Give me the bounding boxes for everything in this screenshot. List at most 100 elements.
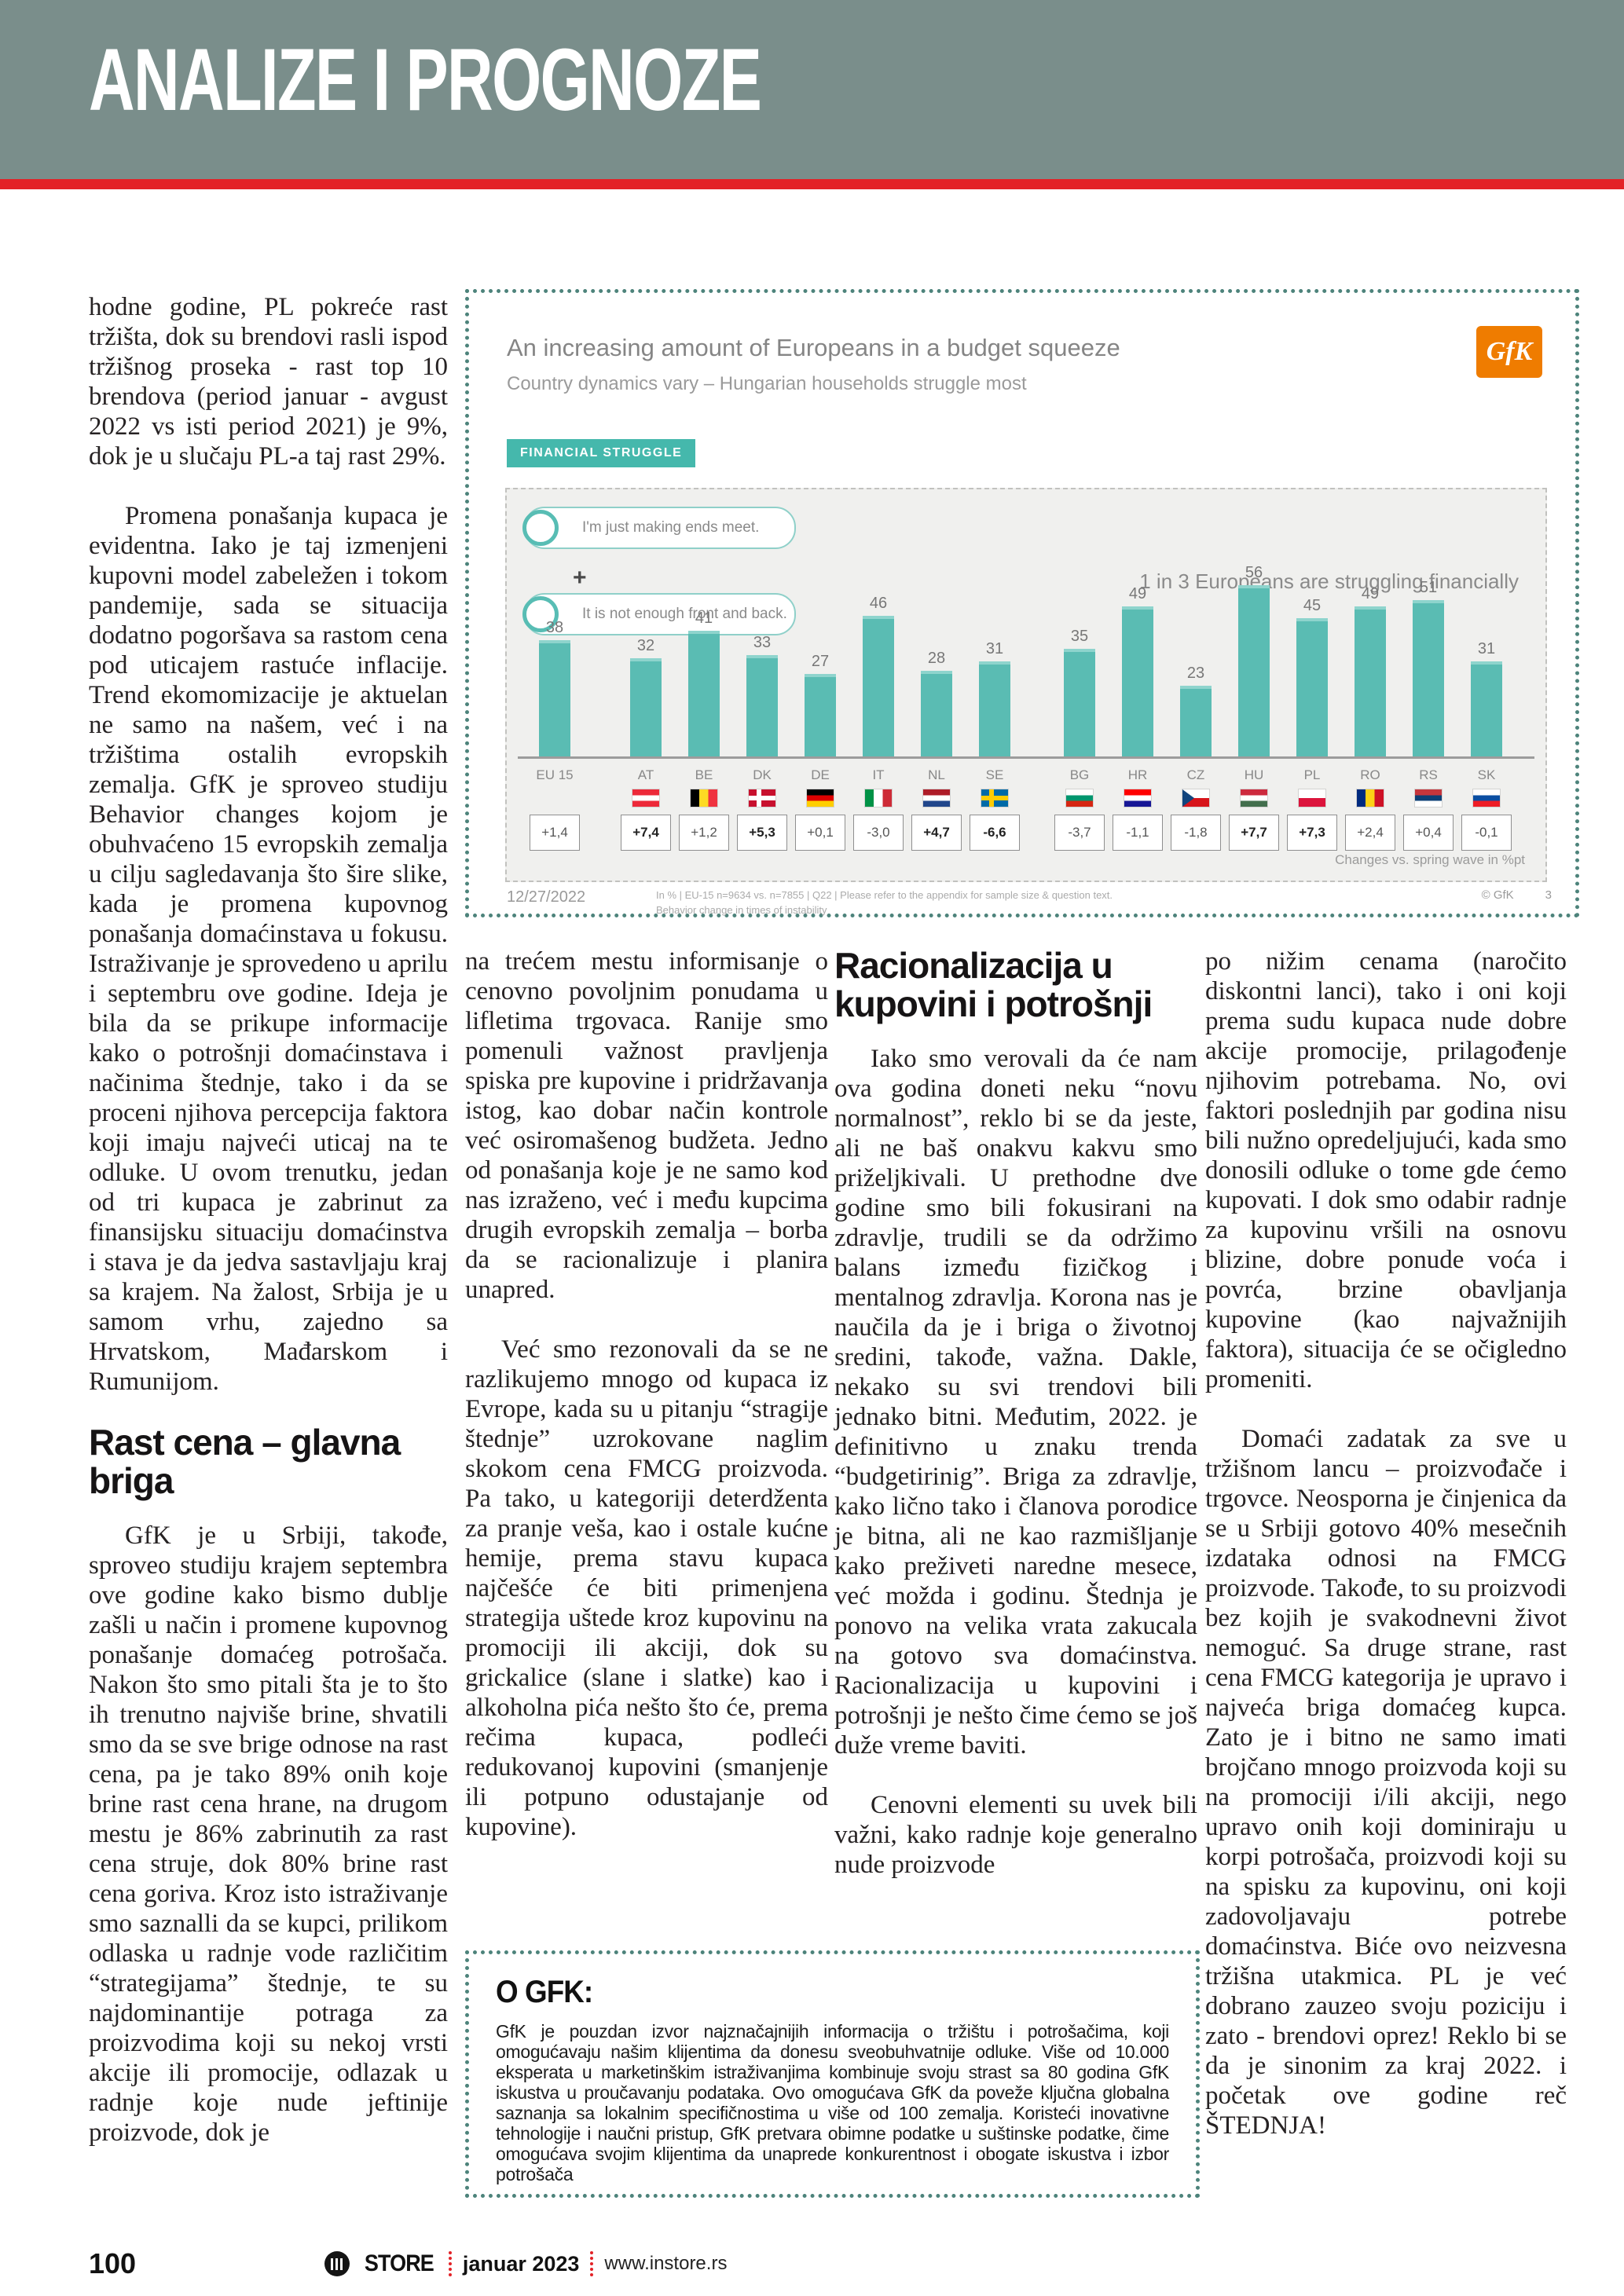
about-gfk-body: GfK je pouzdan izvor najznačajnijih info…	[496, 2021, 1169, 2184]
country-label: BE	[695, 767, 713, 782]
bar-slot-eu15: 38	[526, 619, 584, 756]
axis-slot-eu15: EU 15 +1,4	[526, 763, 584, 851]
change-value-box: -6,6	[970, 815, 1020, 851]
change-value-box: -3,7	[1054, 815, 1105, 851]
country-label: CZ	[1186, 767, 1205, 782]
footer-divider	[590, 2251, 594, 2276]
axis-slot-it: IT -3,0	[849, 763, 907, 851]
article-column-1: hodne godine, PL pokreće rast tržišta, d…	[89, 292, 448, 2148]
country-label: EU 15	[536, 767, 574, 782]
page-footer: 100 STORE januar 2023 www.instore.rs	[89, 2245, 1542, 2283]
bar-slot-dk: 33	[733, 634, 791, 756]
bar-ro	[1355, 606, 1386, 756]
red-accent-bar	[0, 179, 1624, 189]
change-value-box: +7,3	[1287, 815, 1337, 851]
chart-panel: I'm just making ends meet. + It is not e…	[505, 488, 1547, 882]
paragraph: Iako smo verovali da će nam ova godina d…	[834, 1044, 1197, 1760]
bar-dk	[746, 655, 778, 756]
bar-eu15	[539, 640, 570, 756]
flag-cz-icon	[1182, 789, 1209, 807]
change-value-box: +5,3	[737, 815, 787, 851]
paragraph: Domaći zadatak za sve u tržišnom lancu –…	[1205, 1425, 1567, 2140]
change-value-box: +7,4	[621, 815, 671, 851]
axis-slot-nl: NL +4,7	[907, 763, 966, 851]
bar-bg	[1064, 649, 1095, 756]
bar-be	[688, 631, 720, 756]
change-value-box: +0,4	[1403, 815, 1454, 851]
country-label: IT	[872, 767, 885, 782]
change-value-box: +1,2	[679, 815, 729, 851]
bar-value-label: 35	[1070, 628, 1089, 645]
paragraph: na trećem mestu informisanje o cenovno p…	[465, 947, 828, 1304]
axis-labels-row: EU 15 +1,4 AT +7,4 BE +1,2 DK +5,3 DE +0,1 IT -3,0 N…	[526, 763, 1516, 851]
legend-plus-icon: +	[573, 565, 587, 591]
bar-slot-hr: 49	[1109, 585, 1167, 756]
flag-dk-icon	[749, 789, 775, 807]
flag-it-icon	[865, 789, 892, 807]
axis-slot-sk: SK -0,1	[1457, 763, 1516, 851]
flag-at-icon	[632, 789, 659, 807]
country-label: AT	[637, 767, 654, 782]
bar-value-label: 31	[1477, 640, 1496, 657]
paragraph: Već smo rezonovali da se ne razlikujemo …	[465, 1335, 828, 1841]
country-label: HU	[1244, 767, 1264, 782]
chart-annotation: 1 in 3 Europeans are struggling financia…	[1139, 569, 1519, 593]
bar-slot-hu: 56	[1225, 564, 1283, 756]
bar-at	[630, 658, 662, 756]
bar-slot-sk: 31	[1457, 640, 1516, 756]
country-label: DK	[753, 767, 772, 782]
flag-se-icon	[981, 789, 1008, 807]
paragraph: po nižim cenama (naročito diskontni lanc…	[1205, 947, 1567, 1393]
country-label: NL	[928, 767, 945, 782]
issue-date: januar 2023	[462, 2251, 580, 2276]
flag-nl-icon	[923, 789, 950, 807]
change-value-box: +0,1	[795, 815, 845, 851]
bar-value-label: 51	[1419, 579, 1438, 596]
axis-slot-rs: RS +0,4	[1399, 763, 1457, 851]
bar-slot-at: 32	[617, 637, 675, 756]
change-value-box: -3,0	[853, 815, 904, 851]
website-text: www.instore.rs	[604, 2253, 728, 2274]
footer-brand-group: STORE januar 2023 www.instore.rs	[324, 2250, 727, 2277]
paragraph: Promena ponašanja kupaca je evidentna. I…	[89, 502, 448, 1396]
change-value-box: +7,7	[1229, 815, 1279, 851]
flag-bg-icon	[1066, 789, 1093, 807]
legend-circle-icon	[522, 596, 559, 632]
change-value-box: +4,7	[911, 815, 962, 851]
flag-de-icon	[807, 789, 834, 807]
bar-pl	[1296, 618, 1328, 756]
flag-hu-icon	[1241, 789, 1267, 807]
bar-value-label: 27	[811, 653, 830, 670]
country-label: BG	[1069, 767, 1090, 782]
article-column-4: po nižim cenama (naročito diskontni lanc…	[1205, 947, 1567, 2140]
chart-copyright: © GfK	[1481, 888, 1514, 902]
axis-slot-pl: PL +7,3	[1283, 763, 1341, 851]
change-value-box: -1,8	[1171, 815, 1221, 851]
paragraph: hodne godine, PL pokreće rast tržišta, d…	[89, 293, 448, 471]
chart-subtitle: Country dynamics vary – Hungarian househ…	[507, 373, 1027, 394]
axis-slot-hr: HR -1,1	[1109, 763, 1167, 851]
bar-slot-se: 31	[966, 640, 1024, 756]
flag-rs-icon	[1415, 789, 1442, 807]
chart-footnote-line2: Behavior change in times of instability	[656, 903, 827, 916]
country-label: SK	[1477, 767, 1496, 782]
legend-item-2: It is not enough front and back.	[522, 593, 796, 635]
bar-value-label: 46	[869, 595, 888, 612]
gfk-logo-text: GfK	[1486, 337, 1533, 366]
change-value-box: +1,4	[530, 815, 580, 851]
bar-value-label: 49	[1128, 585, 1147, 602]
chart-badge: FINANCIAL STRUGGLE	[507, 439, 696, 467]
instore-logo-icon	[324, 2251, 350, 2276]
page-title: ANALIZE I PROGNOZE	[89, 31, 762, 130]
flag-hr-icon	[1124, 789, 1151, 807]
paragraph: Cenovni elementi su uvek bili važni, kak…	[834, 1790, 1197, 1879]
article-column-3: Racionalizacija u kupovini i potrošnji I…	[834, 947, 1197, 1880]
bar-value-label: 28	[927, 650, 946, 667]
axis-slot-at: AT +7,4	[617, 763, 675, 851]
bar-it	[863, 616, 894, 756]
bar-slot-rs: 51	[1399, 579, 1457, 756]
section-header: ANALIZE I PROGNOZE	[0, 0, 1624, 179]
bars-row: 38 32 41 33 27 46 28 31 35 49 23 56 45 49 51 31	[526, 489, 1516, 756]
flag-sk-icon	[1473, 789, 1500, 807]
